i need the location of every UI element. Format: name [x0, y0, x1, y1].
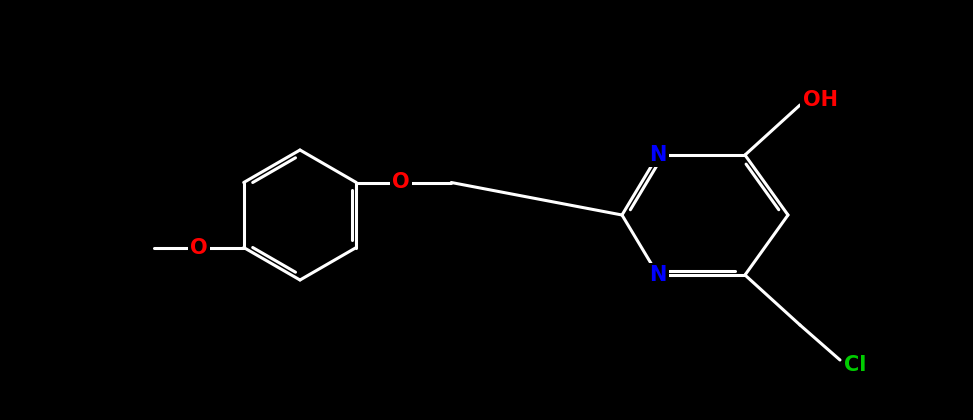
Text: O: O [190, 237, 207, 257]
Text: N: N [649, 265, 667, 285]
Text: O: O [392, 173, 410, 192]
Text: OH: OH [803, 90, 838, 110]
Text: N: N [649, 145, 667, 165]
Text: Cl: Cl [844, 355, 866, 375]
